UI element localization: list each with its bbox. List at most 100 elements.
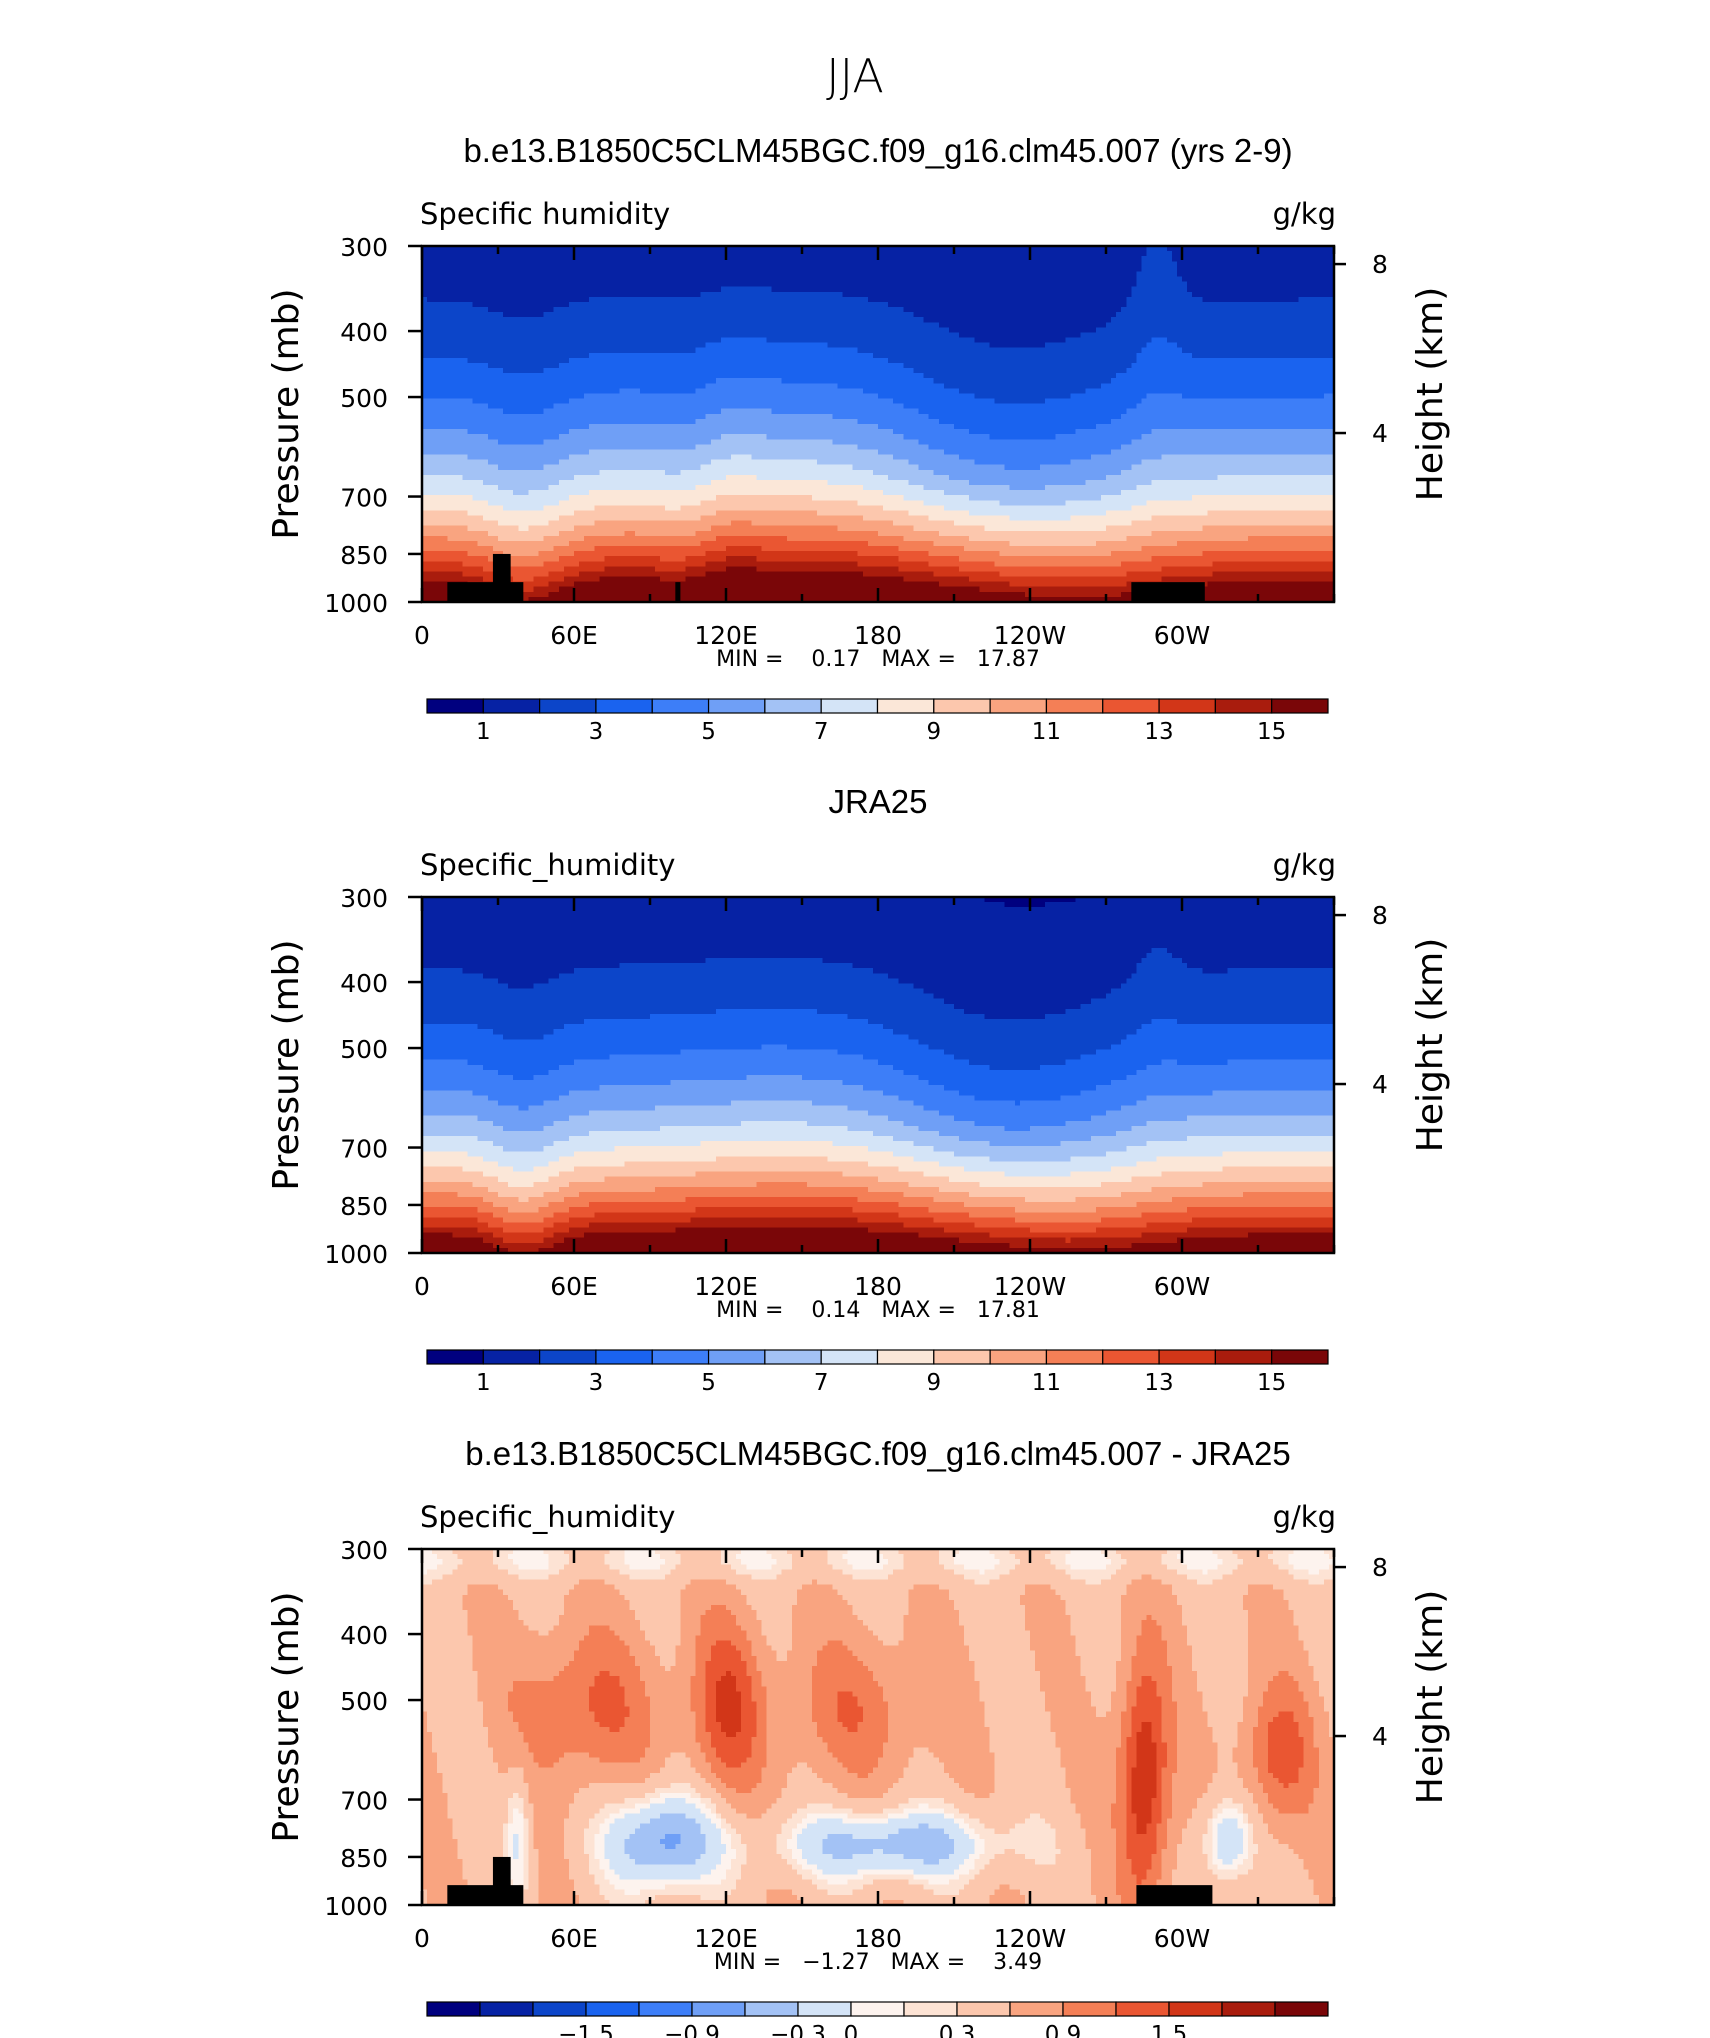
contour-cell bbox=[938, 418, 1112, 425]
min-max-stats: MIN = 0.17 MAX = 17.87 bbox=[716, 647, 1040, 672]
contour-cell bbox=[422, 1879, 469, 1886]
contour-cell bbox=[796, 1838, 823, 1845]
contour-cell bbox=[979, 1569, 985, 1576]
contour-cell bbox=[1151, 1864, 1163, 1870]
contour-cell bbox=[1166, 1823, 1188, 1830]
contour-cell bbox=[710, 1737, 752, 1743]
contour-cell bbox=[422, 1222, 489, 1229]
contour-cell bbox=[675, 1650, 697, 1657]
contour-cell bbox=[1318, 1767, 1335, 1774]
x-tick-label: 0 bbox=[414, 1924, 430, 1953]
contour-cell bbox=[533, 1813, 570, 1820]
contour-cell bbox=[1085, 1686, 1117, 1692]
contour-cell bbox=[1131, 464, 1335, 471]
contour-cell bbox=[523, 1843, 529, 1850]
contour-cell bbox=[1247, 1665, 1315, 1672]
contour-cell bbox=[776, 1838, 788, 1845]
contour-cell bbox=[609, 1899, 646, 1906]
contour-cell bbox=[898, 1777, 955, 1784]
contour-cell bbox=[644, 1747, 702, 1754]
contour-cell bbox=[518, 1610, 565, 1616]
contour-cell bbox=[731, 1671, 747, 1677]
contour-cell bbox=[492, 1202, 550, 1208]
contour-cell bbox=[1242, 1191, 1335, 1198]
contour-cell bbox=[1293, 1711, 1310, 1718]
contour-cell bbox=[422, 1125, 504, 1132]
contour-cell bbox=[1273, 1676, 1295, 1682]
y-tick-label: 1000 bbox=[324, 1892, 388, 1921]
contour-cell bbox=[751, 454, 894, 461]
contour-cell bbox=[639, 1757, 666, 1764]
contour-cell bbox=[1106, 510, 1208, 517]
contour-cell bbox=[422, 495, 474, 501]
contour-cell bbox=[624, 1843, 666, 1850]
contour-cell bbox=[1187, 1115, 1335, 1122]
contour-cell bbox=[1176, 1843, 1203, 1850]
contour-cell bbox=[888, 1559, 904, 1565]
contour-cell bbox=[943, 505, 1132, 512]
contour-cell bbox=[1313, 1879, 1335, 1886]
contour-cell bbox=[710, 1762, 727, 1769]
contour-cell bbox=[1288, 1599, 1335, 1606]
contour-cell bbox=[893, 1569, 955, 1576]
x-tick-label: 180 bbox=[854, 1924, 902, 1953]
contour-cell bbox=[1273, 1549, 1295, 1555]
contour-cell bbox=[883, 1747, 915, 1754]
contour-cell bbox=[518, 1884, 529, 1891]
contour-cell bbox=[442, 1559, 464, 1565]
contour-cell bbox=[594, 1676, 621, 1682]
contour-cell bbox=[1288, 1604, 1335, 1611]
contour-cell bbox=[1151, 1676, 1173, 1682]
contour-cell bbox=[513, 1833, 519, 1840]
contour-cell bbox=[665, 469, 681, 476]
contour-cell bbox=[1252, 1833, 1274, 1840]
contour-cell bbox=[594, 546, 727, 552]
contour-cell bbox=[741, 1589, 798, 1596]
contour-cell bbox=[791, 1828, 803, 1835]
contour-cell bbox=[1182, 347, 1335, 354]
contour-cell bbox=[842, 1640, 884, 1647]
contour-cell bbox=[1161, 1727, 1178, 1733]
contour-cell bbox=[523, 1894, 540, 1901]
y-right-axis-label: Height (km) bbox=[1410, 938, 1451, 1152]
contour-cell bbox=[660, 1564, 676, 1570]
contour-cell bbox=[650, 1742, 702, 1748]
contour-cell bbox=[964, 546, 1143, 552]
contour-cell bbox=[705, 1757, 722, 1764]
contour-cell bbox=[1126, 1798, 1132, 1804]
contour-cell bbox=[629, 1564, 661, 1570]
contour-cell bbox=[629, 1854, 702, 1860]
contour-cell bbox=[1237, 1732, 1254, 1738]
contour-cell bbox=[644, 1691, 692, 1698]
contour-cell bbox=[1161, 1813, 1173, 1820]
chart-panel-3: b.e13.B1850C5CLM45BGC.f09_g16.clm45.007 … bbox=[266, 1435, 1451, 2038]
contour-cell bbox=[1278, 1671, 1289, 1677]
contour-cell bbox=[1212, 1579, 1310, 1586]
contour-cell bbox=[422, 332, 960, 339]
contour-cell bbox=[751, 1747, 768, 1754]
contour-cell bbox=[847, 1813, 889, 1820]
contour-cell bbox=[923, 1884, 965, 1891]
contour-cell bbox=[1318, 1752, 1335, 1759]
colorbar-swatch bbox=[539, 1349, 597, 1365]
contour-cell bbox=[422, 1181, 474, 1188]
contour-cell bbox=[999, 551, 1112, 557]
contour-cell bbox=[1116, 1788, 1127, 1794]
contour-cell bbox=[994, 1757, 1061, 1764]
contour-cell bbox=[422, 1788, 443, 1794]
contour-cell bbox=[599, 1889, 626, 1896]
contour-cell bbox=[538, 1864, 570, 1870]
contour-cell bbox=[700, 500, 859, 506]
contour-cell bbox=[584, 1019, 869, 1025]
contour-cell bbox=[594, 1849, 605, 1855]
contour-cell bbox=[827, 1156, 915, 1163]
contour-cell bbox=[802, 1818, 818, 1825]
contour-cell bbox=[938, 1859, 965, 1865]
contour-cell bbox=[422, 261, 1143, 267]
contour-cell bbox=[422, 500, 489, 506]
contour-cell bbox=[543, 505, 595, 512]
contour-cell bbox=[518, 1843, 524, 1850]
contour-cell bbox=[705, 342, 828, 349]
contour-cell bbox=[1308, 1701, 1325, 1708]
contour-cell bbox=[1161, 1793, 1173, 1799]
